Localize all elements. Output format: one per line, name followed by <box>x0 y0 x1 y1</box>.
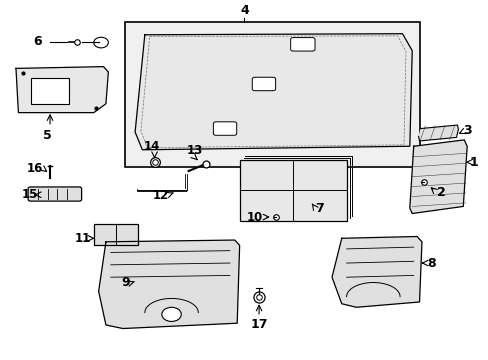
Text: 12: 12 <box>153 189 169 202</box>
Text: 13: 13 <box>186 144 203 157</box>
FancyBboxPatch shape <box>28 187 81 201</box>
Bar <box>125 22 419 167</box>
Polygon shape <box>16 67 108 113</box>
Polygon shape <box>99 240 239 329</box>
Text: 7: 7 <box>314 202 323 215</box>
Text: 5: 5 <box>43 129 52 141</box>
Text: 1: 1 <box>468 156 477 169</box>
Text: 2: 2 <box>436 186 445 199</box>
Circle shape <box>162 307 181 321</box>
Text: 14: 14 <box>143 140 160 153</box>
Bar <box>239 161 346 221</box>
Polygon shape <box>135 34 411 150</box>
Bar <box>94 224 137 246</box>
FancyBboxPatch shape <box>290 37 314 51</box>
Text: 11: 11 <box>75 232 91 245</box>
Polygon shape <box>418 125 458 141</box>
Polygon shape <box>331 237 421 307</box>
Text: 9: 9 <box>122 276 130 289</box>
Text: 16: 16 <box>26 162 42 175</box>
Polygon shape <box>409 140 466 213</box>
Text: 8: 8 <box>426 257 435 270</box>
Text: 17: 17 <box>250 318 267 331</box>
Circle shape <box>94 37 108 48</box>
Bar <box>30 78 69 104</box>
FancyBboxPatch shape <box>252 77 275 91</box>
Text: 10: 10 <box>246 211 263 224</box>
FancyBboxPatch shape <box>213 122 236 135</box>
Text: 6: 6 <box>34 35 42 48</box>
Text: 3: 3 <box>462 124 471 137</box>
Text: 4: 4 <box>240 4 248 17</box>
Text: 15: 15 <box>21 188 38 201</box>
